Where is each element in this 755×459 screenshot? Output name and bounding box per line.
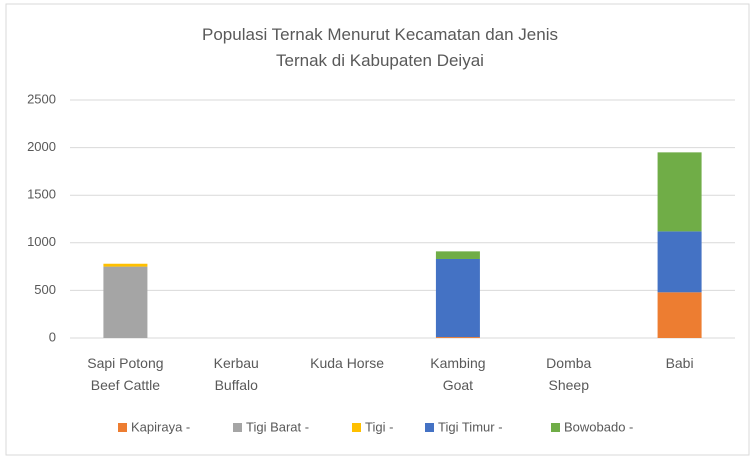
bar: [657, 152, 702, 232]
legend-label: Tigi Timur -: [438, 419, 503, 434]
x-tick-label: Kuda Horse: [310, 355, 385, 371]
bar: [435, 258, 480, 338]
legend-swatch: [551, 423, 560, 432]
y-tick-label: 2500: [27, 91, 56, 106]
legend-label: Tigi -: [365, 419, 393, 434]
chart-title: Populasi Ternak Menurut Kecamatan dan Je…: [202, 25, 558, 70]
y-tick-label: 1500: [27, 187, 56, 202]
legend-swatch: [425, 423, 434, 432]
bar: [103, 266, 148, 338]
y-tick-label: 0: [49, 329, 56, 344]
bar: [435, 251, 480, 259]
x-tick-label: Sapi Potong Beef Cattle: [87, 355, 164, 393]
legend-swatch: [352, 423, 361, 432]
y-tick-label: 2000: [27, 139, 56, 154]
legend-label: Kapiraya -: [131, 419, 190, 434]
legend-swatch: [233, 423, 242, 432]
frame: [5, 3, 750, 456]
bar: [103, 263, 148, 267]
x-tick-label: Kambing Goat: [430, 355, 486, 393]
legend-label: Bowobado -: [564, 419, 633, 434]
bar: [657, 292, 702, 338]
y-tick-label: 500: [34, 282, 56, 297]
x-tick-label: Domba Sheep: [546, 355, 592, 393]
y-tick-label: 1000: [27, 234, 56, 249]
bar: [435, 337, 480, 338]
legend-label: Tigi Barat -: [246, 419, 309, 434]
x-tick-label: Babi: [665, 355, 694, 371]
legend-swatch: [118, 423, 127, 432]
bar: [657, 231, 702, 293]
x-tick-label: Kerbau Buffalo: [213, 355, 259, 393]
